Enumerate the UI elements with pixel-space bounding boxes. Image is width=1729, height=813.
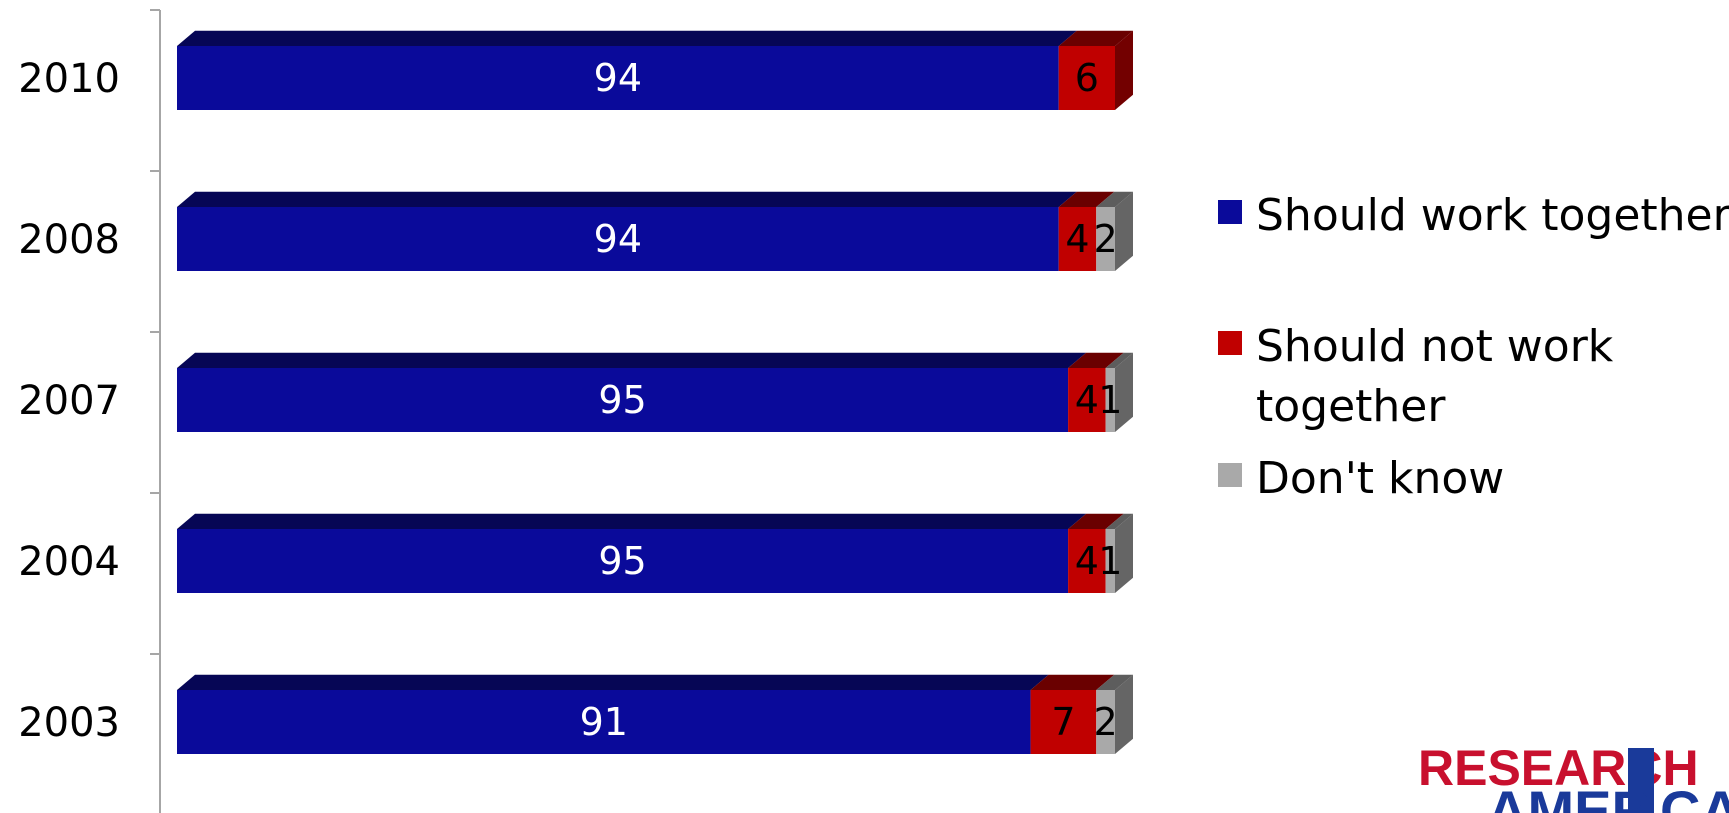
bar-segment (177, 352, 1087, 432)
data-label: 95 (598, 378, 646, 422)
legend-label: Don't know (1256, 453, 1504, 504)
bar-segment (177, 30, 1077, 110)
data-label: 94 (594, 217, 642, 261)
legend-swatch (1218, 331, 1242, 355)
bar-segment (1105, 513, 1133, 593)
logo-text-bottom-end: CA (1660, 779, 1729, 813)
category-axis: 2010 2008 2007 2004 2003 (18, 9, 161, 813)
category-label: 2010 (18, 56, 120, 102)
data-label: 4 (1075, 539, 1099, 583)
bar-segment (1068, 352, 1124, 432)
data-label: 2 (1094, 217, 1118, 261)
data-label: 4 (1065, 217, 1089, 261)
logo-accent-bar (1628, 748, 1654, 813)
legend-label: Should not work (1256, 321, 1614, 372)
legend: Should work together Should not work toget… (1218, 190, 1729, 504)
legend-item: Don't know (1218, 453, 1504, 504)
data-label: 7 (1051, 700, 1075, 744)
data-label: 1 (1098, 539, 1122, 583)
bar-segment (1096, 674, 1133, 754)
logo-text-bottom: AMER (1487, 779, 1652, 813)
bar-segment (1030, 674, 1115, 754)
data-labels: 94 694 4 295 4 195 4 191 7 2 (580, 56, 1123, 744)
bar-end-face (1115, 30, 1133, 111)
bar-segment (1058, 30, 1133, 110)
data-label: 1 (1098, 378, 1122, 422)
bars (177, 30, 1133, 754)
data-label: 6 (1075, 56, 1099, 100)
bar-segment (177, 674, 1049, 754)
bar-segment (1058, 191, 1115, 271)
bar-segment (177, 513, 1087, 593)
legend-label: together (1256, 381, 1446, 432)
legend-label: Should work together (1256, 190, 1729, 241)
category-label: 2008 (18, 217, 120, 263)
bar-segment (1105, 352, 1133, 432)
legend-swatch (1218, 463, 1242, 487)
bar-segment (1068, 513, 1124, 593)
bar-segment (1096, 191, 1133, 271)
category-label: 2003 (18, 700, 120, 746)
bar-end-face (1115, 513, 1133, 593)
legend-item: Should not work together (1218, 321, 1614, 432)
data-label: 91 (580, 700, 628, 744)
data-label: 94 (594, 56, 642, 100)
bar-end-face (1115, 191, 1133, 271)
category-label: 2004 (18, 539, 120, 585)
bar-segment (177, 191, 1077, 271)
category-label: 2007 (18, 378, 120, 424)
bar-end-face (1115, 352, 1133, 432)
legend-item: Should work together (1218, 190, 1729, 241)
data-label: 4 (1075, 378, 1099, 422)
legend-swatch (1218, 200, 1242, 224)
bar-end-face (1115, 674, 1133, 754)
data-label: 95 (598, 539, 646, 583)
data-label: 2 (1094, 700, 1118, 744)
